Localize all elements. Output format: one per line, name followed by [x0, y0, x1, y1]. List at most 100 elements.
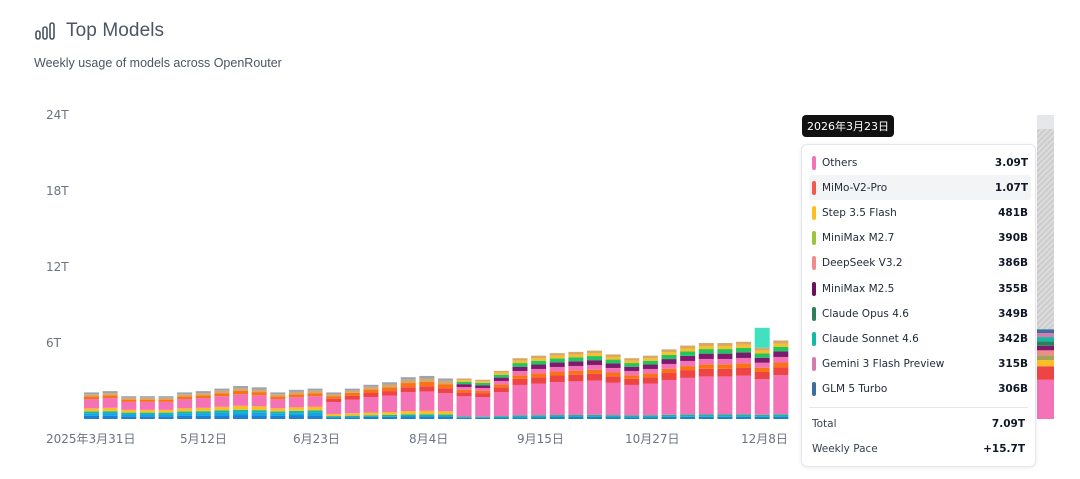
bar-segment[interactable]: [270, 396, 286, 400]
bar-segment[interactable]: [587, 353, 603, 357]
bar-segment[interactable]: [475, 385, 491, 388]
bar-segment[interactable]: [139, 399, 155, 402]
bar-segment[interactable]: [698, 416, 714, 419]
bar-segment[interactable]: [251, 392, 267, 396]
bar-segment[interactable]: [549, 415, 565, 418]
bar-segment[interactable]: [605, 363, 621, 368]
bar-segment[interactable]: [512, 378, 528, 385]
bar-segment[interactable]: [121, 412, 137, 415]
bar-segment[interactable]: [456, 384, 472, 387]
bar-segment[interactable]: [698, 376, 714, 415]
bar-segment[interactable]: [233, 405, 249, 410]
bar-segment[interactable]: [326, 401, 342, 414]
bar-segment[interactable]: [773, 375, 789, 415]
bar-segment[interactable]: [363, 389, 379, 394]
bar-segment[interactable]: [251, 415, 267, 419]
bar-segment[interactable]: [102, 395, 118, 399]
bar-segment[interactable]: [307, 410, 323, 413]
bar-segment[interactable]: [531, 377, 547, 384]
bar-segment[interactable]: [121, 396, 137, 398]
bar-segment[interactable]: [214, 410, 230, 413]
bar-segment[interactable]: [512, 370, 528, 376]
bar-segment[interactable]: [84, 394, 99, 397]
bar-segment[interactable]: [177, 411, 193, 414]
bar-segment[interactable]: [326, 417, 342, 419]
bar-segment[interactable]: [698, 368, 714, 377]
bar-segment[interactable]: [698, 349, 714, 354]
bar-segment[interactable]: [382, 387, 398, 392]
bar-segment[interactable]: [121, 397, 137, 400]
bar-segment[interactable]: [437, 388, 453, 394]
bar-segment[interactable]: [680, 377, 696, 415]
bar-segment[interactable]: [326, 398, 342, 402]
bar-segment[interactable]: [717, 349, 733, 354]
bar-segment[interactable]: [605, 382, 621, 416]
bar-segment[interactable]: [642, 355, 658, 359]
bar-segment[interactable]: [736, 375, 752, 415]
bar-segment[interactable]: [233, 394, 249, 406]
bar-segment[interactable]: [605, 415, 621, 418]
bar-segment[interactable]: [568, 416, 584, 419]
bar-segment[interactable]: [587, 360, 603, 365]
bar-segment[interactable]: [270, 411, 286, 414]
bar-segment[interactable]: [195, 411, 211, 414]
bar-segment[interactable]: [344, 417, 360, 419]
bar-segment[interactable]: [177, 408, 193, 412]
bar-segment[interactable]: [661, 414, 677, 417]
bar-segment[interactable]: [102, 411, 118, 414]
bar-segment[interactable]: [754, 353, 770, 358]
bar-segment[interactable]: [139, 401, 155, 410]
bar-segment[interactable]: [307, 388, 323, 391]
bar-segment[interactable]: [288, 389, 304, 392]
bar-segment[interactable]: [382, 382, 398, 385]
bar-segment[interactable]: [642, 364, 658, 369]
bar-segment[interactable]: [363, 397, 379, 413]
bar-segment[interactable]: [624, 363, 640, 367]
bar-segment[interactable]: [568, 354, 584, 358]
bar-segment[interactable]: [754, 379, 770, 415]
bar-segment[interactable]: [326, 393, 342, 397]
bar-segment[interactable]: [549, 355, 565, 359]
bar-segment[interactable]: [177, 413, 193, 416]
bar-segment[interactable]: [624, 375, 640, 379]
bar-segment[interactable]: [698, 414, 714, 417]
bar-segment[interactable]: [661, 359, 677, 364]
bar-segment[interactable]: [437, 416, 453, 419]
bar-segment[interactable]: [270, 399, 286, 409]
bar-segment[interactable]: [158, 414, 174, 417]
bar-segment[interactable]: [698, 353, 714, 359]
bar-segment[interactable]: [661, 379, 677, 415]
bar-segment[interactable]: [251, 387, 267, 390]
bar-segment[interactable]: [587, 364, 603, 370]
bar-segment[interactable]: [754, 362, 770, 368]
bar-segment[interactable]: [102, 398, 118, 408]
bar-segment[interactable]: [717, 414, 733, 417]
bar-segment[interactable]: [754, 414, 770, 417]
bar-segment[interactable]: [754, 371, 770, 380]
bar-segment[interactable]: [773, 351, 789, 357]
bar-segment[interactable]: [661, 354, 677, 360]
bar-segment[interactable]: [177, 415, 193, 419]
bar-segment[interactable]: [531, 368, 547, 374]
bar-segment[interactable]: [605, 417, 621, 419]
bar-segment[interactable]: [624, 378, 640, 385]
bar-segment[interactable]: [363, 416, 379, 419]
bar-segment[interactable]: [736, 363, 752, 369]
bar-segment[interactable]: [158, 409, 174, 413]
bar-segment[interactable]: [642, 417, 658, 419]
bar-segment[interactable]: [624, 366, 640, 371]
bar-segment[interactable]: [437, 380, 453, 385]
bar-segment[interactable]: [214, 415, 230, 419]
bar-segment[interactable]: [717, 376, 733, 415]
bar-segment[interactable]: [419, 391, 435, 411]
bar-segment[interactable]: [754, 367, 770, 372]
bar-segment[interactable]: [1037, 333, 1054, 338]
bar-segment[interactable]: [121, 409, 137, 413]
bar-segment[interactable]: [84, 413, 99, 416]
bar-segment[interactable]: [624, 370, 640, 376]
bar-segment[interactable]: [177, 399, 193, 409]
bar-segment[interactable]: [288, 415, 304, 419]
bar-segment[interactable]: [121, 399, 137, 402]
bar-segment[interactable]: [642, 368, 658, 374]
bar-segment[interactable]: [661, 349, 677, 353]
